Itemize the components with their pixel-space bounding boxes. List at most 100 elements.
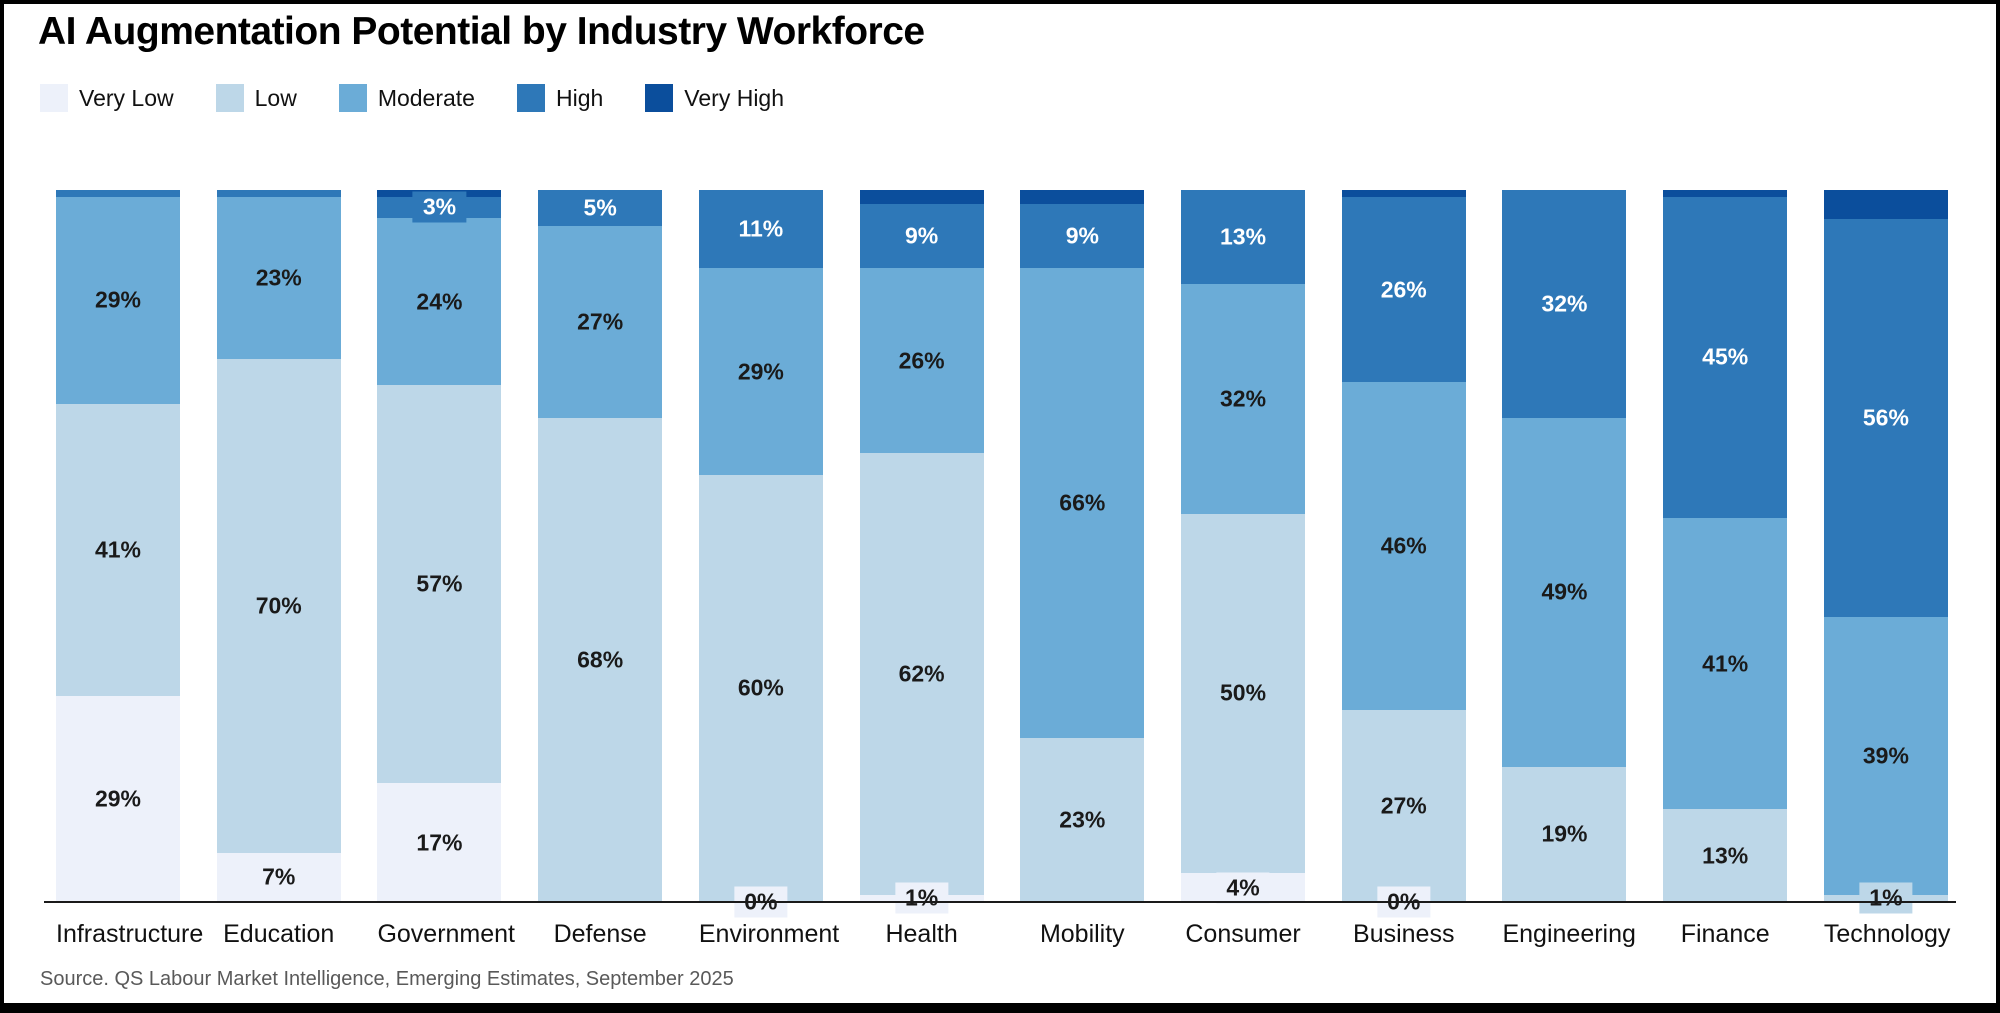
source-note: Source. QS Labour Market Intelligence, E… bbox=[40, 968, 734, 990]
segment-value-label: 62% bbox=[898, 660, 945, 687]
bar-segment-moderate: 29% bbox=[56, 197, 180, 404]
segment-value-label: 66% bbox=[1059, 489, 1106, 516]
bar-segment-low: 57% bbox=[377, 385, 502, 784]
legend-swatch bbox=[516, 84, 545, 112]
bar-segment-very-low: 4% bbox=[1181, 872, 1306, 904]
bar-mobility: 23% 66% 9% bbox=[1020, 190, 1145, 902]
category-label-environment: Environment bbox=[698, 920, 840, 948]
bar-column-government: 17% 57% 24% 3% Government bbox=[377, 190, 515, 949]
legend-label: High bbox=[555, 84, 604, 111]
category-label-business: Business bbox=[1353, 920, 1455, 948]
segment-value-label: 29% bbox=[94, 785, 142, 812]
bar-segment-high: 32% bbox=[1502, 190, 1627, 418]
bar-segment-moderate: 23% bbox=[216, 197, 341, 360]
segment-value-label: 9% bbox=[1065, 222, 1099, 249]
segment-value-label: 4% bbox=[1216, 872, 1270, 904]
segment-value-label: 26% bbox=[898, 347, 945, 374]
segment-value-label: 68% bbox=[577, 646, 624, 673]
segment-value-label: 19% bbox=[1541, 820, 1588, 847]
bar-business: 0% 27% 46% 26% bbox=[1341, 190, 1466, 918]
bar-education: 7% 70% 23% bbox=[216, 190, 341, 902]
bar-segment-low: 70% bbox=[216, 359, 341, 853]
bar-segment-very-high bbox=[859, 190, 984, 205]
category-label-infrastructure: Infrastructure bbox=[56, 920, 204, 948]
bar-segment-very-high bbox=[1663, 190, 1788, 198]
bar-defense: 68% 27% 5% bbox=[538, 190, 663, 902]
bar-column-consumer: 4% 50% 32% 13% Consumer bbox=[1181, 190, 1306, 949]
bars-row: 29% 41% 29% Infrastructure 7% 70% 23% Education… bbox=[56, 190, 1951, 949]
bar-segment-moderate: 24% bbox=[377, 217, 502, 386]
legend-item-moderate: Moderate bbox=[338, 84, 475, 112]
segment-value-label: 57% bbox=[416, 570, 463, 597]
bar-segment-very-high bbox=[1020, 190, 1145, 205]
bar-segment-low: 68% bbox=[538, 417, 663, 902]
bar-segment-very-high bbox=[1341, 190, 1466, 198]
legend-swatch bbox=[645, 84, 674, 112]
bar-infrastructure: 29% 41% 29% bbox=[56, 190, 180, 902]
bar-segment-low: 13% bbox=[1663, 809, 1788, 902]
bar-segment-low: 23% bbox=[1020, 738, 1145, 902]
segment-value-label: 17% bbox=[416, 829, 463, 856]
legend-label: Very High bbox=[684, 84, 785, 111]
segment-value-label: 29% bbox=[94, 286, 142, 313]
bar-segment-moderate: 49% bbox=[1502, 417, 1627, 767]
segment-value-label: 50% bbox=[1220, 679, 1267, 706]
bar-segment-moderate: 46% bbox=[1341, 382, 1466, 710]
bar-column-education: 7% 70% 23% Education bbox=[216, 190, 341, 949]
bar-segment-high: 26% bbox=[1341, 197, 1466, 383]
bar-segment-high: 5% bbox=[538, 190, 663, 226]
segment-value-label: 32% bbox=[1220, 385, 1267, 412]
bar-engineering: 19% 49% 32% bbox=[1502, 190, 1627, 902]
bar-column-defense: 68% 27% 5% Defense bbox=[538, 190, 663, 949]
segment-value-label: 56% bbox=[1862, 404, 1909, 431]
bar-segment-moderate: 29% bbox=[698, 268, 823, 475]
legend-swatch bbox=[40, 84, 68, 112]
segment-value-label: 49% bbox=[1541, 578, 1588, 605]
bar-government: 17% 57% 24% 3% bbox=[377, 190, 502, 902]
bar-finance: 13% 41% 45% bbox=[1663, 190, 1788, 902]
bar-segment-very-high bbox=[1823, 190, 1948, 219]
segment-value-label: 23% bbox=[1059, 806, 1106, 833]
segment-value-label: 7% bbox=[262, 863, 296, 890]
bar-column-business: 0% 27% 46% 26% Business bbox=[1341, 190, 1466, 949]
segment-value-label: 70% bbox=[255, 592, 302, 619]
category-label-engineering: Engineering bbox=[1502, 920, 1636, 948]
bar-segment-very-low: 7% bbox=[216, 852, 341, 902]
segment-value-label: 29% bbox=[737, 358, 784, 385]
bar-segment-low: 27% bbox=[1341, 709, 1466, 902]
bar-consumer: 4% 50% 32% 13% bbox=[1181, 190, 1306, 904]
bar-segment-high: 3% bbox=[377, 191, 502, 223]
segment-value-label: 11% bbox=[738, 215, 784, 242]
segment-value-label: 24% bbox=[416, 288, 463, 315]
bar-segment-low: 50% bbox=[1181, 513, 1306, 874]
bar-column-technology: 1% 39% 56% Technology bbox=[1823, 190, 1951, 949]
category-label-technology: Technology bbox=[1823, 920, 1951, 948]
legend-swatch bbox=[215, 84, 244, 112]
segment-value-label: 27% bbox=[1380, 792, 1427, 819]
bar-segment-low: 62% bbox=[859, 453, 984, 895]
bar-segment-high: 9% bbox=[859, 204, 984, 269]
segment-value-label: 13% bbox=[1702, 842, 1749, 869]
bar-column-environment: 0% 60% 29% 11% Environment bbox=[698, 190, 840, 949]
segment-value-label: 26% bbox=[1380, 276, 1427, 303]
segment-value-label: 41% bbox=[94, 536, 142, 563]
bar-segment-low: 60% bbox=[698, 474, 823, 902]
bar-technology: 1% 39% 56% bbox=[1823, 190, 1948, 914]
legend: Very Low Low Moderate High Very High bbox=[40, 84, 826, 112]
chart-title: AI Augmentation Potential by Industry Wo… bbox=[38, 10, 925, 53]
chart-plot: 29% 41% 29% Infrastructure 7% 70% 23% Education… bbox=[44, 190, 1956, 970]
bar-segment-low: 19% bbox=[1502, 766, 1627, 902]
bar-segment-low: 41% bbox=[56, 403, 180, 696]
bar-segment-moderate: 39% bbox=[1823, 617, 1948, 895]
category-label-finance: Finance bbox=[1680, 920, 1770, 948]
bar-segment-very-low: 17% bbox=[377, 783, 502, 902]
segment-value-label: 13% bbox=[1220, 223, 1267, 250]
bar-segment-moderate: 66% bbox=[1020, 268, 1145, 739]
bar-segment-moderate: 32% bbox=[1181, 283, 1306, 514]
bar-segment-high: 56% bbox=[1823, 218, 1948, 618]
legend-label: Moderate bbox=[377, 84, 475, 111]
bar-column-mobility: 23% 66% 9% Mobility bbox=[1020, 190, 1145, 949]
bar-segment-moderate: 41% bbox=[1663, 517, 1788, 810]
bar-segment-high: 45% bbox=[1663, 197, 1788, 518]
